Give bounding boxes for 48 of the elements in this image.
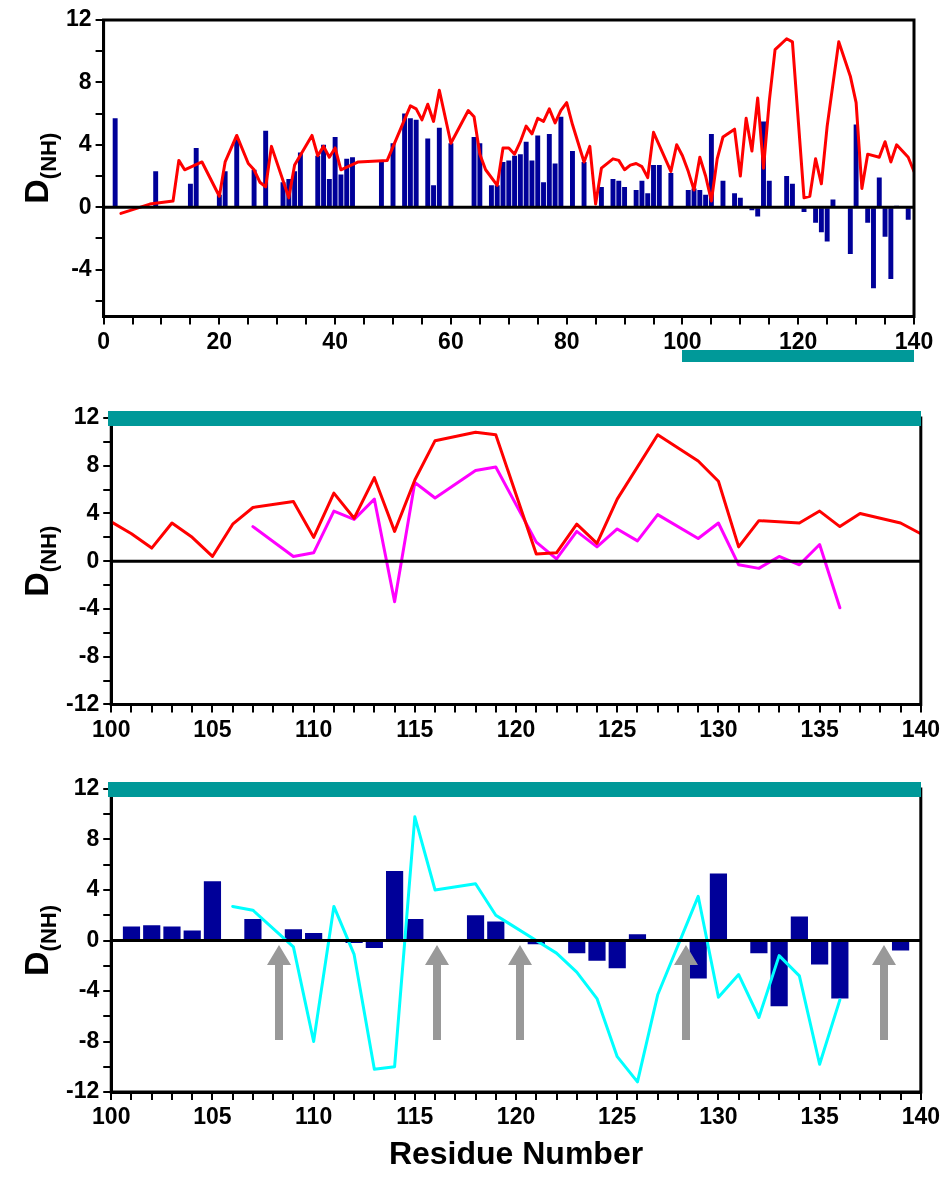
x-tick-label: 105: [193, 715, 232, 742]
x-tick-label: 140: [901, 715, 940, 742]
x-tick-label: 135: [800, 1103, 840, 1130]
x-tick-label: 80: [553, 327, 580, 354]
y-tick-label: -12: [65, 1077, 100, 1104]
y-tick-label: 12: [73, 774, 100, 801]
y-tick-label: 12: [65, 5, 92, 32]
x-tick-label: 120: [496, 1103, 536, 1130]
x-tick-label: 115: [396, 1103, 434, 1130]
y-tick-label: -12: [65, 689, 100, 716]
y-tick-label: 4: [86, 498, 100, 525]
y-tick-label: 8: [86, 824, 100, 851]
x-tick-label: 60: [438, 327, 464, 354]
x-tick-label: 140: [901, 1103, 940, 1130]
y-tick-label: 0: [86, 546, 100, 573]
y-tick-label: -8: [78, 642, 100, 669]
x-tick-label: 120: [779, 327, 818, 354]
x-tick-label: 110: [295, 715, 333, 742]
x-tick-label: 100: [92, 1103, 131, 1130]
x-tick-label: 135: [800, 715, 840, 742]
x-axis-title: Residue Number: [388, 1134, 644, 1171]
x-tick-label: 130: [699, 1103, 738, 1130]
x-tick-label: 40: [322, 327, 348, 354]
y-tick-label: -4: [78, 594, 100, 621]
x-tick-label: 140: [894, 327, 934, 354]
y-tick-label: 8: [78, 67, 92, 94]
y-tick-label: 12: [73, 403, 100, 430]
x-tick-label: 125: [598, 715, 637, 742]
x-tick-label: 125: [598, 1103, 637, 1130]
y-tick-label: 8: [86, 451, 100, 478]
y-tick-label: -4: [71, 254, 92, 281]
x-tick-label: 100: [663, 327, 702, 354]
x-tick-label: 130: [699, 715, 738, 742]
y-tick-label: 4: [86, 875, 100, 902]
x-tick-label: 100: [92, 715, 131, 742]
x-tick-label: 110: [295, 1103, 333, 1130]
y-tick-label: 4: [78, 130, 92, 157]
x-tick-label: 105: [193, 1103, 232, 1130]
x-tick-label: 120: [496, 715, 536, 742]
y-axis-title: D(NH): [17, 525, 61, 597]
y-tick-label: 0: [86, 925, 100, 952]
y-tick-label: 0: [78, 192, 92, 219]
y-tick-label: -4: [78, 976, 100, 1003]
y-axis-title: D(NH): [17, 905, 61, 976]
x-tick-label: 20: [206, 327, 233, 354]
x-tick-label: 115: [396, 715, 434, 742]
y-axis-title: D(NH): [17, 132, 61, 204]
y-tick-label: -8: [78, 1026, 100, 1053]
